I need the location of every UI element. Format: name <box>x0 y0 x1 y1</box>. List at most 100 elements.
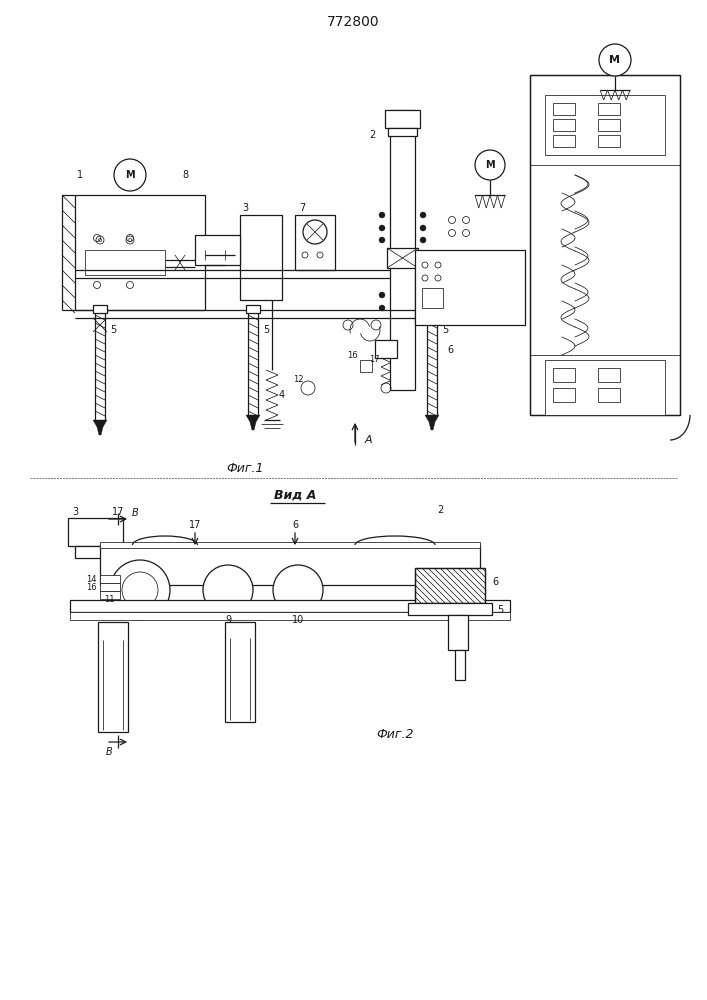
Text: 6: 6 <box>292 520 298 530</box>
Bar <box>375 340 397 358</box>
Text: 14: 14 <box>86 574 97 584</box>
Bar <box>598 368 620 382</box>
Text: o: o <box>98 237 102 243</box>
Text: M: M <box>125 170 135 180</box>
Bar <box>295 215 335 270</box>
Text: 11: 11 <box>105 595 115 604</box>
Text: M: M <box>609 55 621 65</box>
Bar <box>100 542 480 548</box>
Bar <box>385 110 420 128</box>
Bar <box>530 75 680 415</box>
Bar <box>100 575 120 583</box>
Circle shape <box>110 560 170 620</box>
Text: M: M <box>485 160 495 170</box>
Bar <box>75 195 205 310</box>
Circle shape <box>379 212 385 218</box>
Bar <box>448 615 468 650</box>
Bar <box>553 388 575 402</box>
Text: 3: 3 <box>242 203 248 213</box>
Text: o: o <box>128 237 132 243</box>
Bar <box>553 119 575 131</box>
Bar <box>415 250 525 325</box>
Circle shape <box>273 565 323 615</box>
Bar <box>598 103 620 115</box>
Text: Фиг.1: Фиг.1 <box>226 462 264 475</box>
Text: 17: 17 <box>368 356 380 364</box>
Bar <box>598 388 620 402</box>
Bar <box>70 600 510 612</box>
Text: 10: 10 <box>292 615 304 625</box>
Bar <box>100 583 120 591</box>
Text: 7: 7 <box>299 203 305 213</box>
Bar <box>70 612 510 620</box>
Text: 5: 5 <box>497 605 503 615</box>
Text: 16: 16 <box>346 351 357 360</box>
Bar <box>68 518 123 546</box>
Text: 1: 1 <box>77 170 83 180</box>
Text: 772800: 772800 <box>327 15 380 29</box>
Circle shape <box>420 292 426 298</box>
Bar <box>75 546 117 558</box>
Bar <box>360 360 372 372</box>
Text: 9: 9 <box>225 615 231 625</box>
Bar <box>93 305 107 313</box>
Text: Фиг.2: Фиг.2 <box>376 728 414 742</box>
Text: 4: 4 <box>279 390 285 400</box>
Circle shape <box>420 225 426 231</box>
Bar <box>425 305 439 313</box>
Bar <box>553 135 575 147</box>
Bar <box>387 248 418 268</box>
Text: 2: 2 <box>369 130 375 140</box>
Bar <box>553 368 575 382</box>
Bar <box>545 95 665 155</box>
Circle shape <box>475 150 505 180</box>
Bar <box>246 305 260 313</box>
Circle shape <box>420 305 426 311</box>
Text: B: B <box>132 508 139 518</box>
Bar <box>408 603 492 615</box>
Bar <box>98 622 128 732</box>
Circle shape <box>203 565 253 615</box>
Text: 5: 5 <box>263 325 269 335</box>
Text: 2: 2 <box>437 505 443 515</box>
Text: 17: 17 <box>112 507 124 517</box>
Polygon shape <box>93 420 107 435</box>
Text: Вид А: Вид А <box>274 488 316 502</box>
Bar <box>85 250 165 275</box>
Bar <box>195 235 240 265</box>
Circle shape <box>122 572 158 608</box>
Text: 8: 8 <box>182 170 188 180</box>
Text: 5: 5 <box>442 325 448 335</box>
Bar <box>598 119 620 131</box>
Text: 12: 12 <box>293 375 303 384</box>
Bar <box>225 622 255 722</box>
Text: 6: 6 <box>492 577 498 587</box>
Bar <box>415 568 485 603</box>
Bar <box>545 360 665 415</box>
Bar <box>422 288 443 308</box>
Text: 6: 6 <box>447 345 453 355</box>
Circle shape <box>379 292 385 298</box>
Text: 5: 5 <box>110 325 116 335</box>
Circle shape <box>379 225 385 231</box>
Polygon shape <box>425 415 439 430</box>
Bar <box>390 110 415 390</box>
Circle shape <box>379 305 385 311</box>
Circle shape <box>420 212 426 218</box>
Text: 16: 16 <box>86 582 97 591</box>
Text: A: A <box>364 435 372 445</box>
Bar <box>455 650 465 680</box>
Bar <box>100 545 480 585</box>
Bar <box>100 591 120 599</box>
Circle shape <box>420 237 426 243</box>
Text: 3: 3 <box>72 507 78 517</box>
Polygon shape <box>246 415 260 430</box>
Circle shape <box>599 44 631 76</box>
Circle shape <box>114 159 146 191</box>
Circle shape <box>379 237 385 243</box>
Bar <box>240 215 282 300</box>
Bar <box>598 135 620 147</box>
Bar <box>553 103 575 115</box>
Text: 17: 17 <box>189 520 201 530</box>
Bar <box>415 568 485 603</box>
